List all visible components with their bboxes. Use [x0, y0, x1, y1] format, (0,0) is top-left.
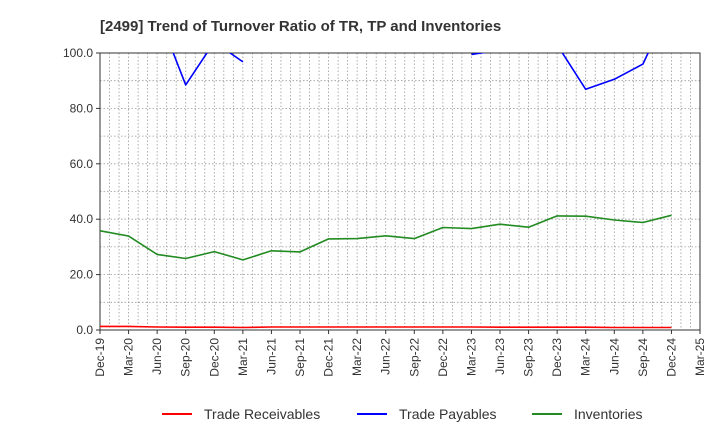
- x-tick-label: Dec-19: [93, 338, 107, 377]
- grid: [100, 53, 700, 330]
- y-tick-label: 40.0: [70, 212, 94, 226]
- x-tick-label: Dec-20: [207, 338, 221, 377]
- y-tick-label: 60.0: [70, 157, 94, 171]
- x-tick-label: Sep-22: [407, 338, 421, 377]
- x-tick-label: Jun-20: [150, 338, 164, 375]
- x-tick-label: Mar-20: [122, 338, 136, 376]
- x-tick-label: Jun-21: [264, 338, 278, 375]
- x-tick-label: Dec-24: [664, 338, 678, 377]
- x-tick-label: Mar-24: [579, 338, 593, 376]
- x-tick-label: Jun-23: [493, 338, 507, 375]
- series-line-trade-receivables: [100, 325, 672, 329]
- chart-title: [2499] Trend of Turnover Ratio of TR, TP…: [100, 18, 501, 35]
- x-tick-label: Mar-25: [693, 338, 707, 376]
- y-tick-label: 0.0: [76, 323, 93, 337]
- series-line-trade-payables: [471, 53, 487, 56]
- x-tick-label: Mar-23: [464, 338, 478, 376]
- y-tick-label: 20.0: [70, 268, 94, 282]
- x-tick-label: Jun-24: [607, 338, 621, 375]
- x-tick-label: Jun-22: [379, 338, 393, 375]
- x-tick-label: Dec-23: [550, 338, 564, 377]
- x-tick-label: Mar-22: [350, 338, 364, 376]
- legend-label-inventories: Inventories: [574, 406, 642, 422]
- x-tick-label: Dec-21: [322, 338, 336, 377]
- x-tick-label: Sep-24: [636, 338, 650, 377]
- y-axis: 0.0 20.0 40.0 60.0 80.0 100.0: [63, 46, 100, 337]
- series-line-inventories: [100, 214, 672, 261]
- x-tick-label: Sep-20: [179, 338, 193, 377]
- legend-label-trade-receivables: Trade Receivables: [204, 406, 320, 422]
- plot-frame: [99, 52, 701, 331]
- x-tick-label: Mar-21: [236, 338, 250, 376]
- x-axis: Dec-19 Mar-20 Jun-20 Sep-20 Dec-20 Mar-21 Jun-…: [93, 330, 707, 377]
- legend: Trade Receivables Trade Payables Inventori…: [162, 406, 642, 422]
- series-line-trade-payables: [561, 53, 649, 91]
- legend-label-trade-payables: Trade Payables: [399, 406, 497, 422]
- series-lines: [100, 53, 672, 329]
- x-tick-label: Sep-23: [522, 338, 536, 377]
- y-tick-label: 80.0: [70, 101, 94, 115]
- y-tick-label: 100.0: [63, 46, 93, 60]
- series-line-trade-payables: [172, 53, 244, 86]
- x-tick-label: Dec-22: [436, 338, 450, 377]
- x-tick-label: Sep-21: [293, 338, 307, 377]
